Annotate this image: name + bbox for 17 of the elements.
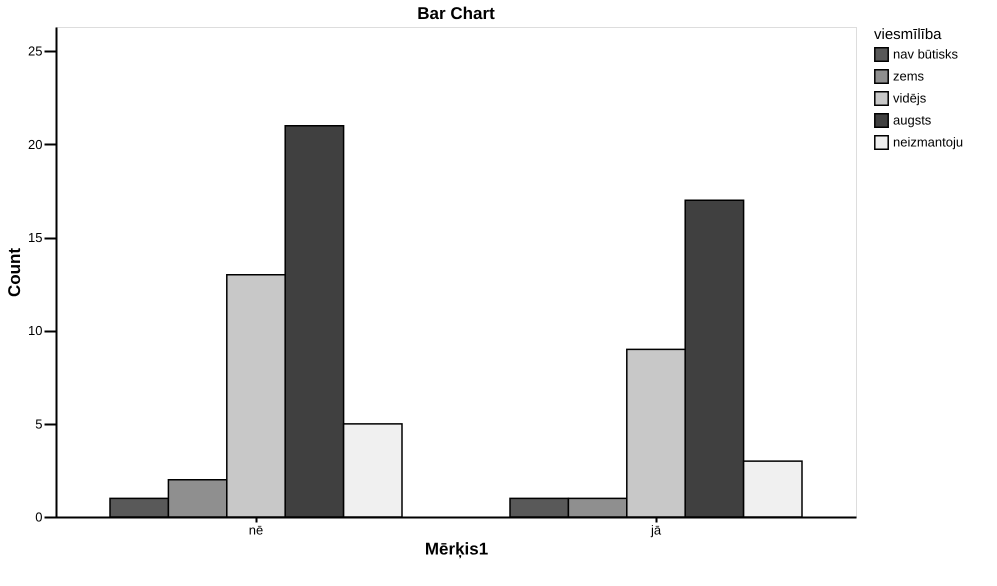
x-tick-label: jā: [650, 522, 662, 538]
legend-title: viesmīlība: [874, 26, 942, 43]
y-tick-label: 10: [28, 323, 42, 338]
y-tick-label: 0: [35, 510, 42, 524]
chart-title: Bar Chart: [417, 4, 496, 23]
legend-label: augsts: [893, 112, 932, 128]
y-tick-label: 25: [28, 44, 42, 59]
y-tick-label: 20: [28, 136, 42, 152]
y-tick-label: 5: [35, 416, 42, 432]
x-axis-title: Mērķis1: [424, 540, 488, 558]
legend-label: zems: [893, 68, 925, 84]
legend-label: nav būtisks: [893, 46, 959, 62]
legend-label: vidējs: [893, 90, 927, 106]
y-tick-label: 15: [28, 230, 42, 246]
y-axis-title: Count: [5, 248, 24, 298]
legend-label: neizmantoju: [893, 134, 964, 150]
x-tick-label: nē: [248, 522, 264, 538]
